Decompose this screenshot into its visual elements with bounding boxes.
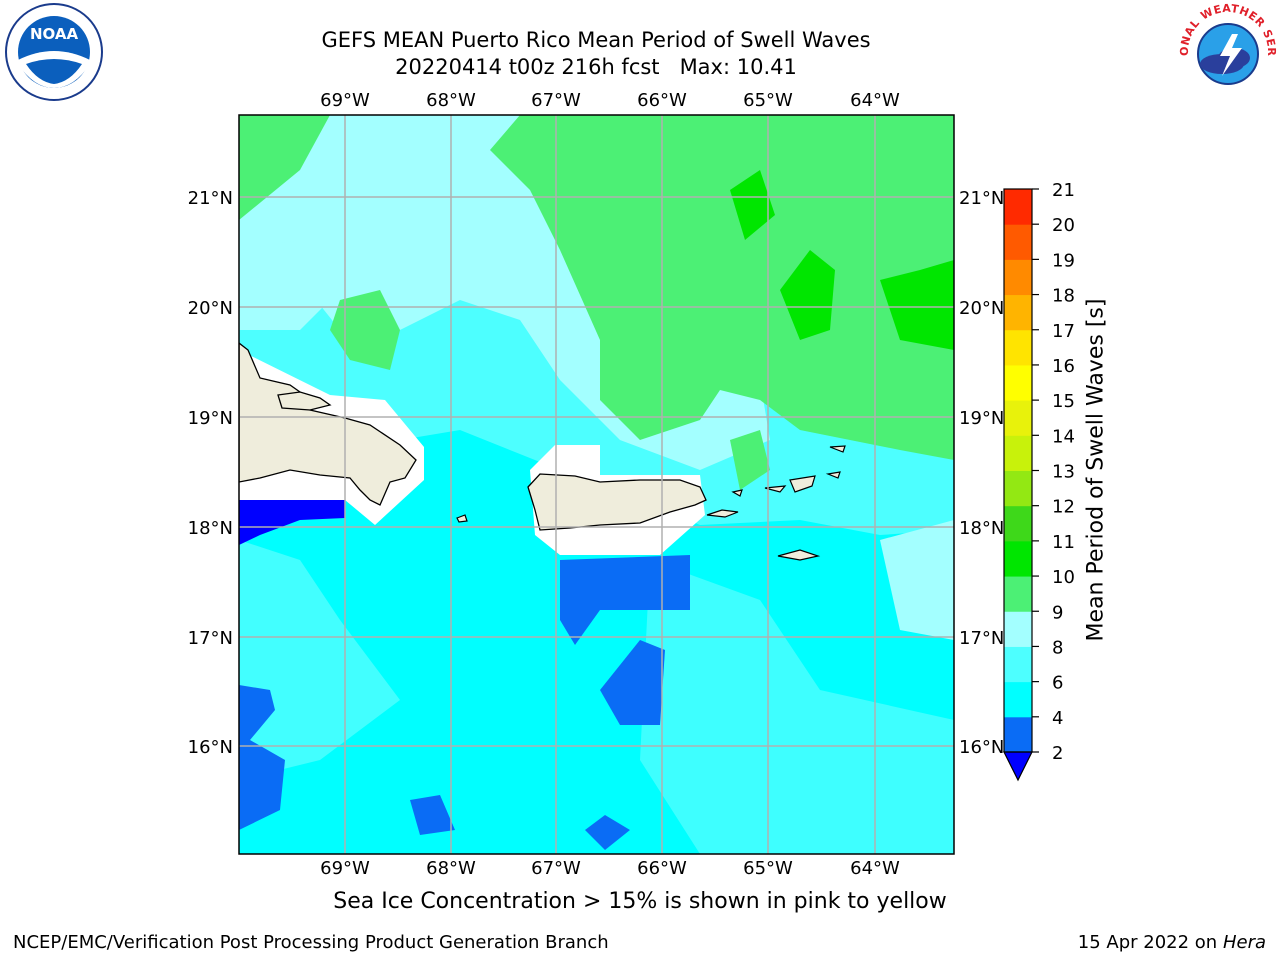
title-line1: GEFS MEAN Puerto Rico Mean Period of Swe…	[321, 28, 871, 52]
colorbar-segment	[1004, 329, 1032, 366]
sea-ice-note: Sea Ice Concentration > 15% is shown in …	[0, 889, 1280, 914]
colorbar-segment	[1004, 294, 1032, 331]
colorbar-segment	[1004, 364, 1032, 401]
footer-date-text: 15 Apr 2022 on	[1077, 932, 1223, 953]
lat-label: 18°N	[188, 518, 233, 539]
colorbar-tick-label: 19	[1052, 250, 1075, 271]
colorbar-under-arrow	[1003, 751, 1033, 782]
colorbar-segment	[1004, 505, 1032, 542]
colorbar-segment	[1004, 259, 1032, 296]
colorbar-tick-label: 10	[1052, 567, 1075, 588]
colorbar-segment	[1004, 189, 1032, 225]
lat-labels-right: 21°N 20°N 19°N 18°N 17°N 16°N	[959, 188, 1004, 758]
footer-date: 15 Apr 2022 on Hera	[1078, 932, 1266, 953]
colorbar-tick-label: 20	[1052, 215, 1075, 236]
lon-label: 67°W	[531, 858, 581, 879]
colorbar-tick-label: 11	[1052, 532, 1075, 553]
colorbar-segment	[1004, 576, 1032, 612]
colorbar-segment	[1004, 681, 1032, 718]
lon-label: 66°W	[637, 858, 687, 879]
lon-label: 65°W	[743, 90, 793, 111]
lon-label: 68°W	[426, 90, 476, 111]
colorbar-segment	[1004, 435, 1032, 471]
title-line2: 20220414 t00z 216h fcst Max: 10.41	[395, 55, 797, 79]
noaa-logo-text: NOAA	[30, 25, 79, 43]
lat-label: 20°N	[959, 298, 1004, 319]
lon-label: 69°W	[320, 858, 370, 879]
lat-label: 17°N	[959, 628, 1004, 649]
lat-label: 19°N	[959, 408, 1004, 429]
colorbar-tick-label: 15	[1052, 391, 1075, 412]
lon-label: 67°W	[531, 90, 581, 111]
colorbar-label: Mean Period of Swell Waves [s]	[1083, 298, 1109, 642]
colorbar-tick-label: 8	[1052, 637, 1063, 658]
lat-label: 21°N	[959, 188, 1004, 209]
colorbar-segment	[1004, 611, 1032, 647]
colorbar-tick-label: 2	[1052, 743, 1063, 764]
colorbar-tick-label: 9	[1052, 602, 1063, 623]
lat-label: 21°N	[188, 188, 233, 209]
map-frame	[238, 114, 955, 855]
colorbar-segment	[1004, 540, 1032, 577]
colorbar-tick-label: 21	[1052, 180, 1075, 201]
colorbar-tick-label: 17	[1052, 321, 1075, 342]
lon-label: 65°W	[743, 858, 793, 879]
colorbar-segment	[1004, 400, 1032, 436]
nws-logo: NATIONAL WEATHER SERVICE	[1176, 2, 1278, 100]
noaa-logo: NOAA	[5, 3, 103, 101]
colorbar-tick-label: 6	[1052, 673, 1063, 694]
lon-label: 64°W	[850, 90, 900, 111]
lat-label: 16°N	[959, 737, 1004, 758]
footer-credit: NCEP/EMC/Verification Post Processing Pr…	[13, 932, 609, 953]
colorbar-tick-label: 4	[1052, 708, 1063, 729]
colorbar-segment	[1004, 224, 1032, 260]
lon-label: 66°W	[637, 90, 687, 111]
lon-labels-top: 69°W 68°W 67°W 66°W 65°W 64°W	[320, 90, 900, 111]
graticule	[239, 115, 954, 854]
lon-label: 69°W	[320, 90, 370, 111]
lat-label: 19°N	[188, 408, 233, 429]
colorbar-ticks: 2 4 6 8 9 10 11 12 13 14 15 16 17 18 19 20 21	[1032, 180, 1075, 764]
colorbar-tick-label: 16	[1052, 356, 1075, 377]
colorbar-tick-label: 18	[1052, 286, 1075, 307]
colorbar	[1003, 188, 1033, 782]
lat-label: 17°N	[188, 628, 233, 649]
lon-label: 64°W	[850, 858, 900, 879]
swell-period-field	[239, 115, 954, 854]
lat-label: 20°N	[188, 298, 233, 319]
footer-machine: Hera	[1222, 932, 1266, 953]
lon-labels-bottom: 69°W 68°W 67°W 66°W 65°W 64°W	[320, 858, 900, 879]
colorbar-tick-label: 12	[1052, 497, 1075, 518]
colorbar-tick-label: 13	[1052, 462, 1075, 483]
lon-label: 68°W	[426, 858, 476, 879]
lat-label: 16°N	[188, 737, 233, 758]
sea-ice-note-text: Sea Ice Concentration > 15% is shown in …	[333, 889, 947, 914]
colorbar-segment	[1004, 470, 1032, 507]
colorbar-segment	[1004, 716, 1032, 753]
colorbar-tick-label: 14	[1052, 426, 1075, 447]
lat-labels-left: 21°N 20°N 19°N 18°N 17°N 16°N	[188, 188, 233, 758]
lat-label: 18°N	[959, 518, 1004, 539]
colorbar-segment	[1004, 646, 1032, 683]
